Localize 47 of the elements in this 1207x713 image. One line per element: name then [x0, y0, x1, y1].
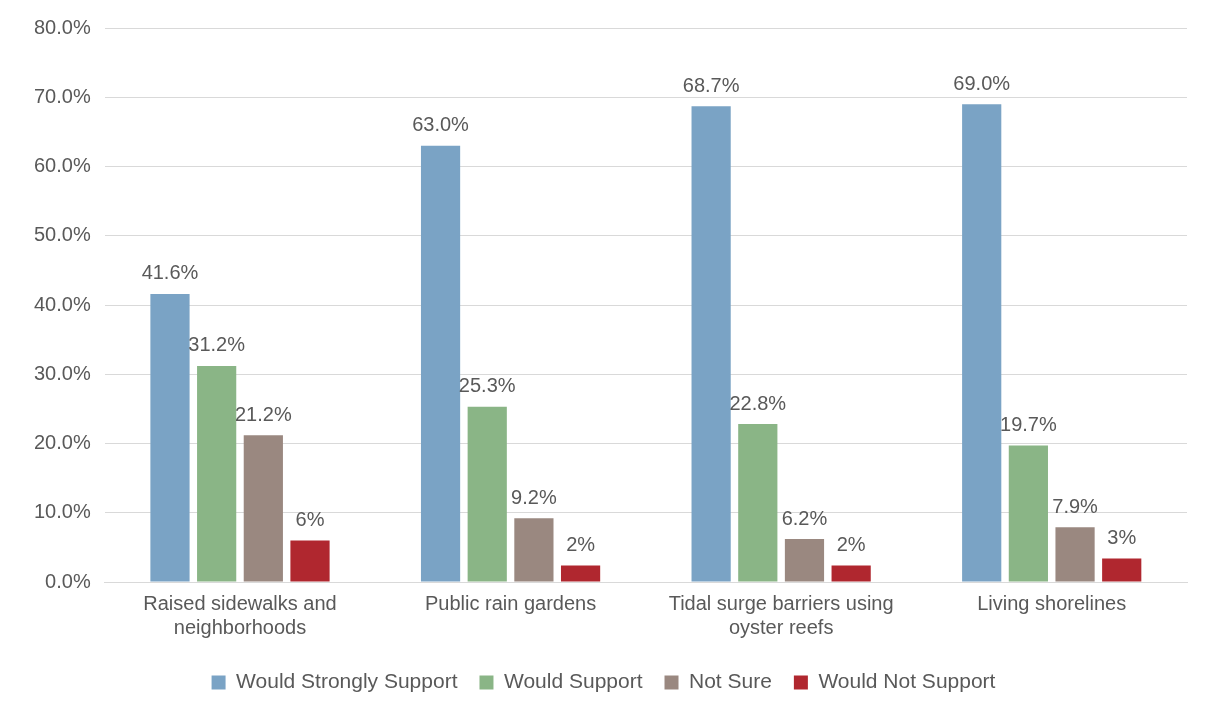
data-label: 21.2%: [234, 402, 292, 425]
data-label: 6.2%: [781, 506, 828, 529]
legend-label: Would Not Support: [818, 669, 996, 693]
data-label: 69.0%: [953, 71, 1011, 94]
bar: [784, 539, 825, 582]
legend-label: Not Sure: [689, 669, 772, 693]
y-tick-label: 60.0%: [33, 154, 91, 177]
bar: [420, 145, 461, 582]
data-label: 3%: [1107, 525, 1137, 548]
bar: [290, 540, 330, 582]
bar: [831, 565, 871, 582]
y-tick-label: 0.0%: [45, 569, 91, 592]
x-tick-label: Living shorelines: [977, 591, 1127, 614]
data-label: 63.0%: [412, 113, 470, 136]
data-label: 41.6%: [141, 261, 199, 284]
bar: [467, 406, 507, 582]
bar: [197, 365, 237, 582]
bar: [691, 106, 731, 582]
x-tick-label: Raised sidewalks and neighborhoods: [143, 591, 337, 638]
y-tick-label: 30.0%: [33, 361, 91, 384]
y-tick-label: 80.0%: [33, 15, 91, 38]
x-tick-label: Public rain gardens: [424, 591, 597, 614]
data-label: 2%: [566, 532, 596, 555]
bar: [560, 565, 601, 582]
data-label: 7.9%: [1052, 494, 1099, 517]
x-tick-label: Tidal surge barriers using oyster reefs: [668, 591, 894, 638]
y-tick-label: 50.0%: [33, 223, 91, 246]
bar: [1102, 558, 1142, 582]
y-tick-label: 40.0%: [33, 292, 91, 315]
data-label: 2%: [836, 532, 866, 555]
y-tick-label: 70.0%: [33, 84, 91, 107]
data-label: 6%: [295, 507, 325, 530]
legend-label: Would Support: [503, 669, 643, 693]
bar: [514, 518, 554, 582]
y-tick-label: 10.0%: [33, 500, 91, 523]
data-label: 31.2%: [188, 333, 246, 356]
data-label: 19.7%: [1000, 413, 1057, 436]
data-label: 9.2%: [511, 485, 557, 508]
y-tick-label: 20.0%: [33, 431, 91, 454]
bar: [962, 104, 1002, 582]
legend-label: Would Strongly Support: [236, 669, 458, 693]
bar: [738, 424, 778, 582]
bar: [150, 293, 190, 582]
bar: [1055, 527, 1095, 582]
bar: [243, 435, 283, 582]
data-label: 68.7%: [682, 73, 740, 96]
bar: [1008, 445, 1048, 582]
